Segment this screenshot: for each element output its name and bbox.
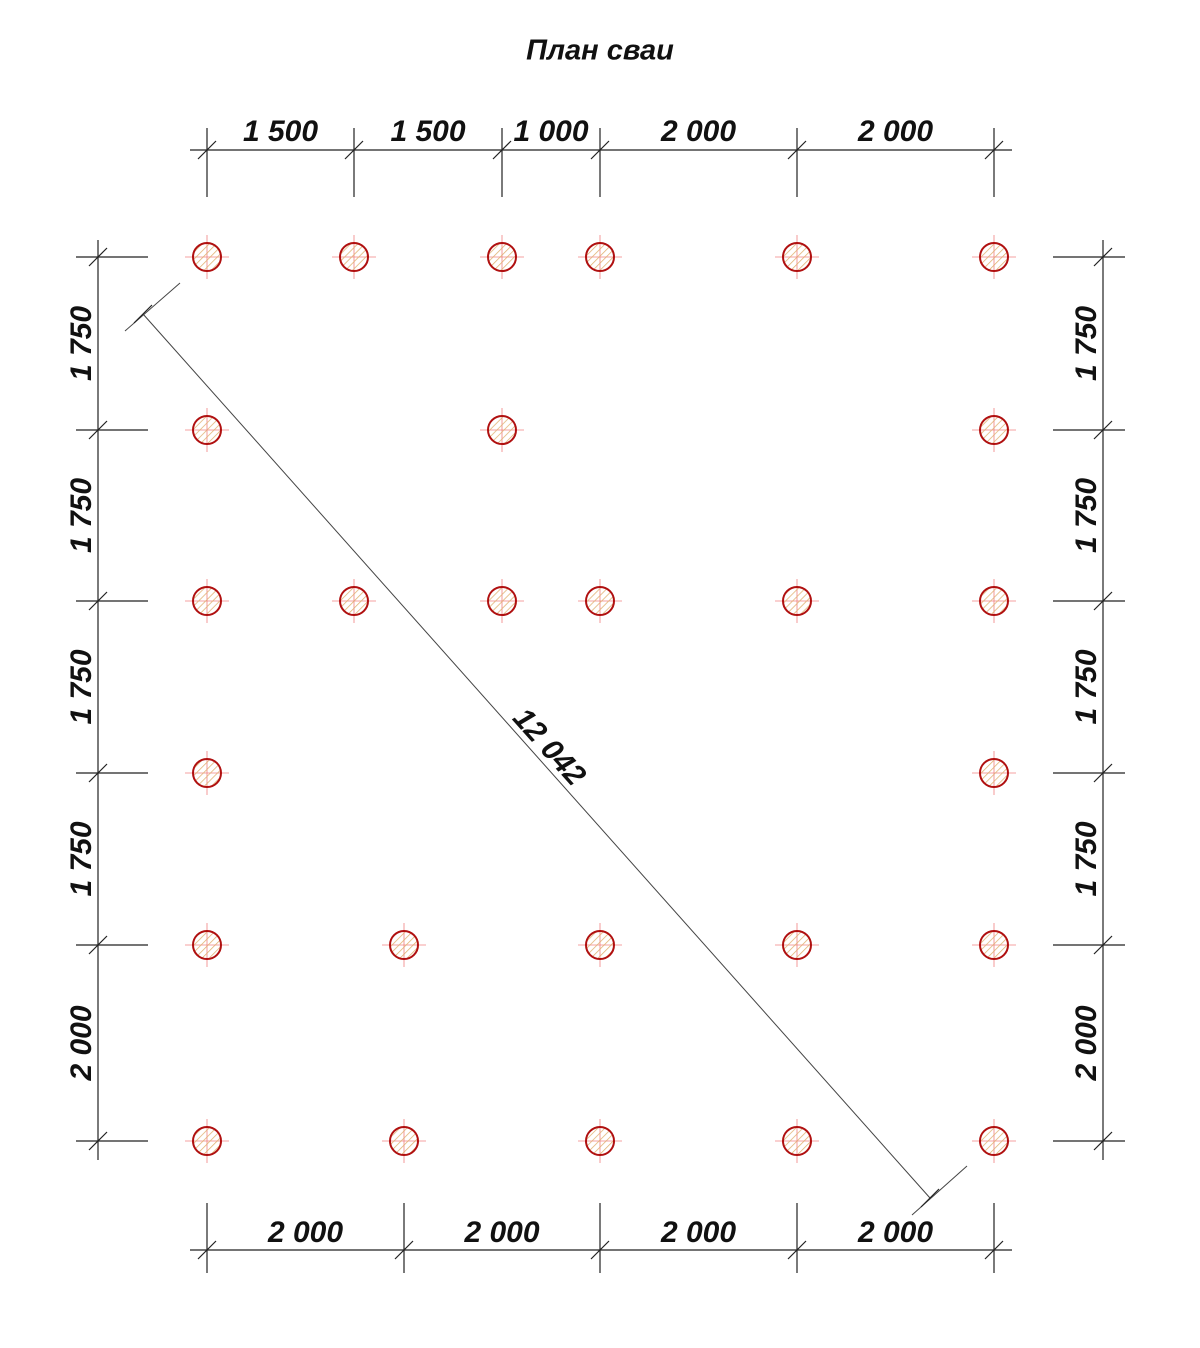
dimension-label: 1 750 [65,478,98,553]
pile [192,1126,222,1156]
pile [192,930,222,960]
dimension-tick [590,1240,610,1260]
pile [585,242,615,272]
dimension-tick [394,1240,414,1260]
dimension-tick [1093,247,1113,267]
dimension-label: 1 500 [243,115,318,148]
pile [487,586,517,616]
pile [979,1126,1009,1156]
dimension-label: 2 000 [463,1216,539,1249]
pile [585,586,615,616]
dimension-tick [920,1188,940,1208]
pile [979,242,1009,272]
dimension-label: 2 000 [857,1216,933,1249]
pile [585,930,615,960]
pile [192,415,222,445]
pile [487,242,517,272]
dimension-label: 2 000 [1070,1005,1103,1081]
dimension-label: 1 750 [65,306,98,381]
dimension-tick [88,420,108,440]
dimension-label: 1 000 [513,115,588,148]
dimension-tick [787,140,807,160]
pile [339,242,369,272]
dimension-label: 1 750 [65,649,98,724]
dimension-label: 1 750 [1070,478,1103,553]
pile [192,242,222,272]
dimension-tick [492,140,512,160]
pile [389,930,419,960]
dimension-tick [197,140,217,160]
dimension-tick [344,140,364,160]
dimension-tick [88,247,108,267]
dimension-label: 1 500 [390,115,465,148]
dimension-label: 1 750 [1070,649,1103,724]
dimension-label: 2 000 [660,1216,736,1249]
pile [979,415,1009,445]
dimension-label: 2 000 [267,1216,343,1249]
dimension-tick [88,1131,108,1151]
pile [979,586,1009,616]
pile [487,415,517,445]
dimension-label: 2 000 [857,115,933,148]
dimension-tick [1093,591,1113,611]
pile [782,586,812,616]
dimension-tick [88,763,108,783]
dimension-tick [133,304,153,324]
dimension-tick [1093,935,1113,955]
dimension-tick [787,1240,807,1260]
pile [339,586,369,616]
pile [192,758,222,788]
dimension-line [142,313,931,1199]
pile [585,1126,615,1156]
dimension-tick [1093,763,1113,783]
dimension-label: 1 750 [1070,306,1103,381]
dimension-label: 2 000 [65,1005,98,1081]
dimension-label: 1 750 [1070,821,1103,896]
dimension-tick [1093,420,1113,440]
pile [782,1126,812,1156]
dimension-tick [984,1240,1004,1260]
pile [979,758,1009,788]
title: План сваи [526,35,674,67]
pile [782,930,812,960]
dimension-tick [1093,1131,1113,1151]
dimension-label: 2 000 [660,115,736,148]
drawing: 1 500 1 500 1 000 2 000 2 000 2 000 2 000 2 000… [65,115,1125,1273]
pile [192,586,222,616]
pile [389,1126,419,1156]
dimension-tick [88,591,108,611]
dimension-tick [590,140,610,160]
pile [782,242,812,272]
pile [979,930,1009,960]
dimension-tick [88,935,108,955]
dimension-tick [197,1240,217,1260]
dimension-tick [984,140,1004,160]
dimension-label: 1 750 [65,821,98,896]
